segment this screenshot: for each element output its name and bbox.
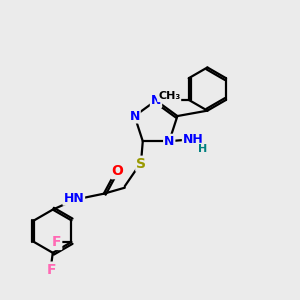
Text: O: O xyxy=(111,164,123,178)
Text: CH₃: CH₃ xyxy=(158,91,180,101)
Text: N: N xyxy=(151,94,161,107)
Text: H: H xyxy=(198,144,207,154)
Text: HN: HN xyxy=(63,192,84,205)
Text: N: N xyxy=(164,135,174,148)
Text: F: F xyxy=(52,235,61,249)
Text: N: N xyxy=(129,110,140,122)
Text: NH: NH xyxy=(183,133,204,146)
Text: F: F xyxy=(46,262,56,277)
Text: S: S xyxy=(136,157,146,171)
